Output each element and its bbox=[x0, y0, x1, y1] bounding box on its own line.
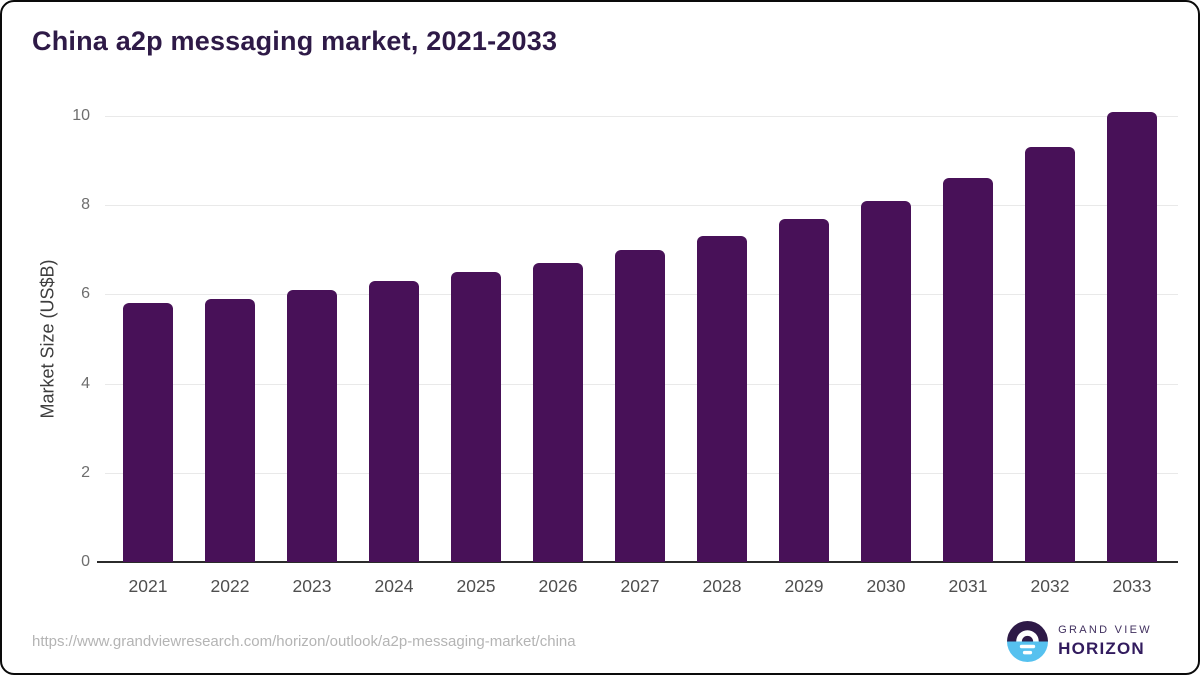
x-tick-label-2029: 2029 bbox=[784, 576, 824, 596]
bar-2029 bbox=[779, 218, 829, 562]
x-tick-label-2025: 2025 bbox=[456, 576, 496, 596]
logo-brand-name: GRAND VIEW bbox=[1058, 624, 1152, 636]
x-axis-line bbox=[97, 561, 1178, 563]
x-tick-label-2032: 2032 bbox=[1030, 576, 1070, 596]
x-tick-label-2024: 2024 bbox=[374, 576, 414, 596]
x-tick-label-2027: 2027 bbox=[620, 576, 660, 596]
source-url: https://www.grandviewresearch.com/horizo… bbox=[32, 633, 576, 650]
bar-2031 bbox=[943, 178, 993, 562]
logo-product-name: HORIZON bbox=[1058, 639, 1145, 658]
x-tick-label-2031: 2031 bbox=[948, 576, 988, 596]
gridline-y-8 bbox=[105, 205, 1178, 207]
x-tick-label-2033: 2033 bbox=[1112, 576, 1152, 596]
bar-2021 bbox=[123, 303, 173, 562]
bar-2025 bbox=[451, 272, 501, 562]
bar-2023 bbox=[287, 289, 337, 562]
x-tick-label-2026: 2026 bbox=[538, 576, 578, 596]
bar-2032 bbox=[1025, 147, 1075, 562]
x-tick-label-2030: 2030 bbox=[866, 576, 906, 596]
y-tick-label-4: 4 bbox=[81, 374, 90, 392]
bar-2028 bbox=[697, 236, 747, 562]
bar-2033 bbox=[1107, 111, 1157, 562]
y-tick-label-2: 2 bbox=[81, 463, 90, 481]
grand-view-horizon-logo: GRAND VIEW HORIZON bbox=[1007, 621, 1152, 662]
y-tick-label-0: 0 bbox=[81, 553, 90, 570]
bar-2027 bbox=[615, 249, 665, 562]
bar-2022 bbox=[205, 298, 255, 562]
y-tick-label-8: 8 bbox=[81, 196, 90, 214]
x-tick-label-2022: 2022 bbox=[210, 576, 250, 596]
chart-title: China a2p messaging market, 2021-2033 bbox=[32, 26, 558, 56]
gridline-y-10 bbox=[105, 116, 1178, 117]
horizon-sun-icon bbox=[1007, 621, 1049, 662]
x-tick-label-2021: 2021 bbox=[128, 576, 168, 596]
x-tick-label-2023: 2023 bbox=[292, 576, 332, 596]
logo-text: GRAND VIEW HORIZON bbox=[1058, 624, 1152, 659]
bar-2030 bbox=[861, 200, 911, 562]
y-tick-label-6: 6 bbox=[81, 285, 90, 303]
bar-2024 bbox=[369, 281, 419, 562]
y-tick-label-10: 10 bbox=[72, 107, 90, 124]
x-tick-label-2028: 2028 bbox=[702, 576, 742, 596]
bar-2026 bbox=[533, 263, 583, 562]
